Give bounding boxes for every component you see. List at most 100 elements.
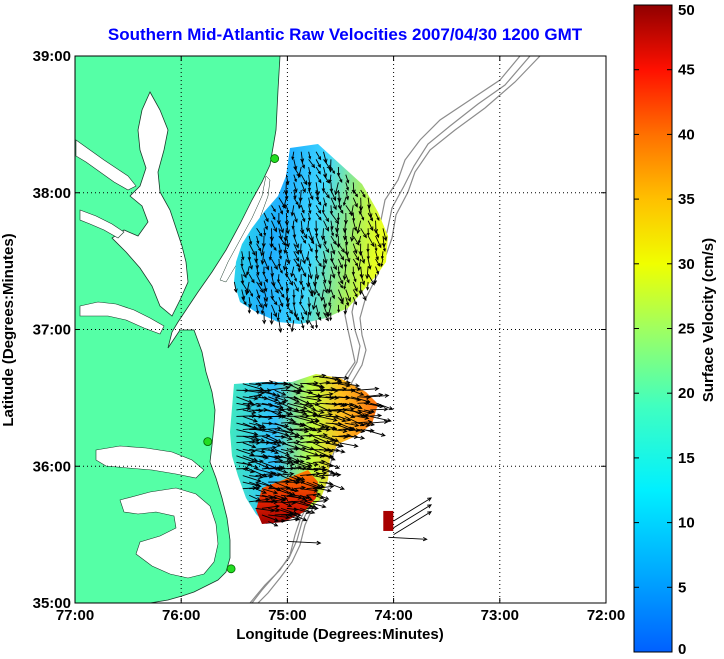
velocity-arrow bbox=[255, 304, 260, 315]
velocity-arrow bbox=[308, 243, 313, 253]
velocity-arrow bbox=[254, 251, 259, 264]
velocity-arrow bbox=[312, 392, 334, 398]
velocity-arrow bbox=[271, 220, 277, 233]
velocity-arrow bbox=[315, 304, 320, 317]
offshore-cell bbox=[383, 510, 394, 531]
velocity-arrow bbox=[271, 304, 278, 318]
velocity-arrow bbox=[312, 412, 334, 417]
colorbar-tick-label: 50 bbox=[678, 2, 695, 19]
velocity-arrow bbox=[274, 471, 295, 477]
velocity-arrow bbox=[326, 304, 332, 318]
velocity-arrow bbox=[376, 402, 394, 411]
velocity-arrow bbox=[269, 312, 274, 325]
velocity-arrow bbox=[290, 320, 295, 333]
velocity-arrow bbox=[343, 304, 348, 315]
velocity-arrow bbox=[298, 189, 303, 203]
velocity-arrow bbox=[287, 498, 309, 504]
velocity-arrow bbox=[300, 266, 307, 278]
colorbar-ticks: 0 5 10 15 20 25 30 35 40 45 50 bbox=[634, 2, 695, 658]
offshore-vector bbox=[393, 497, 432, 522]
velocity-arrow bbox=[357, 258, 362, 272]
velocity-arrow bbox=[282, 197, 287, 209]
velocity-arrow bbox=[337, 274, 344, 285]
velocity-arrow bbox=[306, 419, 320, 424]
velocity-arrow bbox=[282, 258, 287, 271]
velocity-arrow bbox=[367, 220, 374, 232]
velocity-arrow bbox=[292, 228, 297, 239]
velocity-arrow bbox=[260, 304, 265, 315]
velocity-arrow bbox=[323, 251, 328, 265]
velocity-arrow bbox=[268, 442, 282, 448]
velocity-arrow bbox=[249, 402, 262, 408]
velocity-arrow bbox=[344, 422, 360, 428]
velocity-arrow bbox=[323, 197, 327, 208]
velocity-arrow bbox=[293, 189, 297, 200]
velocity-arrow bbox=[274, 494, 289, 501]
velocity-arrow bbox=[293, 514, 308, 522]
velocity-arrow bbox=[343, 258, 348, 269]
velocity-arrow bbox=[300, 312, 305, 321]
velocity-arrow bbox=[345, 297, 350, 307]
velocity-arrow bbox=[291, 220, 295, 230]
velocity-arrow bbox=[293, 243, 300, 255]
velocity-arrow bbox=[363, 422, 376, 427]
velocity-arrow bbox=[380, 251, 384, 260]
velocity-arrow bbox=[320, 289, 325, 302]
velocity-arrow bbox=[352, 197, 358, 208]
offshore-vector bbox=[287, 540, 322, 546]
velocity-arrow bbox=[287, 514, 301, 521]
velocity-arrow bbox=[349, 228, 355, 242]
velocity-arrow bbox=[328, 174, 332, 184]
velocity-arrow bbox=[271, 205, 276, 213]
velocity-arrow bbox=[256, 289, 261, 300]
barrier-water-north bbox=[219, 175, 271, 283]
velocity-arrow bbox=[380, 258, 384, 268]
velocity-arrow bbox=[274, 455, 293, 461]
velocity-arrow bbox=[358, 197, 364, 212]
velocity-arrow bbox=[300, 205, 305, 214]
velocity-arrow bbox=[248, 297, 252, 309]
velocity-arrow bbox=[314, 220, 319, 233]
velocity-arrow bbox=[287, 402, 308, 410]
velocity-arrow bbox=[287, 488, 300, 493]
velocity-arrow bbox=[292, 289, 296, 299]
colorbar-tick-label: 5 bbox=[678, 579, 686, 596]
velocity-arrow bbox=[328, 274, 332, 285]
velocity-arrow bbox=[325, 481, 345, 490]
velocity-arrow bbox=[363, 409, 376, 414]
velocity-arrow bbox=[242, 396, 259, 401]
velocity-arrow bbox=[305, 220, 310, 233]
velocity-arrow bbox=[285, 289, 290, 303]
velocity-arrow bbox=[352, 212, 356, 222]
velocity-arrow bbox=[292, 297, 296, 307]
velocity-vectors bbox=[233, 151, 432, 546]
velocity-arrow bbox=[300, 438, 319, 444]
velocity-arrow bbox=[297, 258, 302, 273]
colorbar-tick-label: 30 bbox=[678, 256, 695, 273]
velocity-arrow bbox=[268, 435, 283, 443]
velocity-arrow bbox=[300, 455, 311, 460]
velocity-arrow bbox=[305, 312, 310, 325]
velocity-arrow bbox=[343, 281, 347, 290]
velocity-arrow bbox=[360, 228, 367, 239]
velocity-arrow bbox=[297, 166, 302, 179]
velocity-arrow bbox=[300, 251, 306, 265]
velocity-arrow bbox=[249, 448, 266, 454]
velocity-arrow bbox=[360, 212, 365, 221]
velocity-arrow bbox=[276, 212, 281, 225]
velocity-arrow bbox=[367, 235, 375, 248]
velocity-arrow bbox=[280, 507, 298, 515]
velocity-arrow bbox=[242, 455, 258, 462]
velocity-arrow bbox=[300, 507, 316, 514]
velocity-arrow bbox=[306, 461, 319, 467]
y-tick-label: 37:00 bbox=[33, 322, 71, 339]
velocity-arrow bbox=[308, 159, 316, 169]
velocity-arrow bbox=[248, 235, 253, 246]
velocity-arrow bbox=[255, 407, 269, 413]
velocity-arrow bbox=[268, 251, 273, 261]
velocity-arrow bbox=[283, 182, 289, 196]
velocity-arrow bbox=[306, 492, 322, 497]
velocity-arrow bbox=[319, 416, 338, 422]
velocity-arrow bbox=[233, 281, 238, 294]
